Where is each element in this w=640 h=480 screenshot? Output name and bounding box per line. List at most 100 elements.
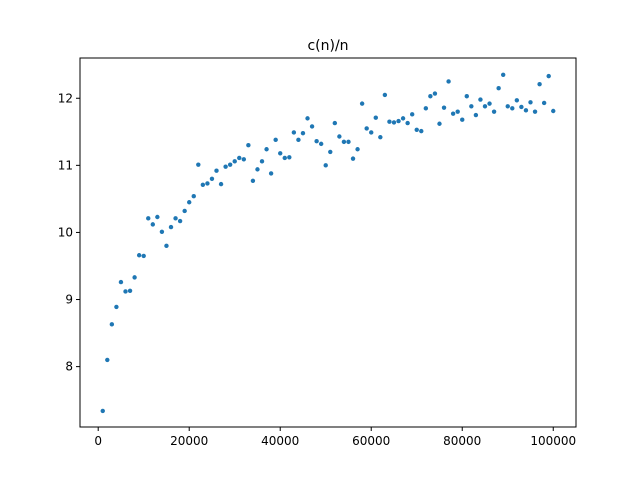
y-tick-label: 8 [65,360,73,374]
data-point [182,208,187,214]
data-point [423,106,429,111]
data-point [364,126,369,131]
data-point [546,73,551,79]
data-point [237,155,242,161]
data-point [259,159,265,164]
data-point [218,181,224,187]
data-point [541,100,547,106]
x-tick-label: 80000 [443,434,481,448]
data-point [314,138,319,144]
data-point [532,109,538,114]
data-point [187,200,192,205]
data-point [441,105,447,110]
data-point [159,229,165,234]
data-point [519,104,524,110]
y-tick-label: 10 [58,225,73,239]
data-point [118,279,124,285]
data-point [491,109,497,114]
data-point [196,162,201,167]
data-point [278,151,283,156]
data-point [551,108,556,114]
x-tick-label: 100000 [530,434,576,448]
data-point [123,289,128,294]
data-point [209,176,215,181]
x-tick-label: 20000 [170,434,208,448]
data-point [241,157,247,162]
data-point [264,147,269,152]
data-point [191,194,196,199]
data-point [396,118,401,124]
data-point [268,171,274,176]
data-point [164,243,169,249]
data-point [369,130,374,135]
data-point [109,322,115,327]
data-point [287,155,292,160]
data-point [141,253,146,259]
data-point [373,115,378,120]
data-points [100,72,556,414]
data-point [478,97,483,102]
data-point [500,72,506,77]
data-point [250,178,256,183]
data-point [505,104,510,109]
data-point [200,182,206,188]
data-point [464,94,469,99]
y-tick-label: 9 [65,293,73,307]
data-point [400,116,406,121]
data-point [460,117,465,122]
data-point [496,85,501,91]
data-point [350,156,356,161]
data-point [305,116,310,121]
data-point [382,92,388,98]
data-point [246,143,251,148]
data-point [473,112,479,118]
data-point [146,216,151,221]
data-point [537,81,542,87]
data-point [437,121,442,126]
data-point [387,119,392,124]
data-point [273,137,278,143]
data-point [455,109,460,114]
data-point [177,218,183,224]
data-point [341,139,347,145]
data-point [337,134,342,139]
y-axis: 8 9 10 11 12 [58,91,80,374]
data-point [378,134,383,140]
data-point [487,101,492,106]
data-point [323,163,328,168]
data-point [227,162,233,167]
data-point [232,159,237,164]
data-point [482,104,488,109]
data-point [136,253,142,258]
data-point [223,164,228,169]
data-point [359,101,365,106]
data-point [523,108,529,113]
data-point [150,222,156,227]
data-point [391,120,397,125]
data-point [168,224,174,230]
data-point [309,124,315,129]
data-point [132,275,137,280]
chart-title: c(n)/n [307,38,348,54]
data-point [419,128,424,134]
x-tick-label: 60000 [352,434,390,448]
data-point [514,98,520,103]
data-point [510,106,515,111]
data-point [332,120,338,126]
x-tick-label: 40000 [261,434,299,448]
data-point [296,137,301,143]
data-point [205,181,210,186]
data-point [409,112,415,117]
x-axis: 0 20000 40000 60000 80000 100000 [94,427,576,448]
data-point [282,155,287,161]
data-point [100,408,105,414]
data-point [528,100,533,105]
data-point [114,304,119,310]
y-tick-label: 11 [58,158,73,172]
data-point [105,357,110,363]
data-point [300,130,306,136]
data-point [328,149,333,155]
data-point [355,147,360,152]
